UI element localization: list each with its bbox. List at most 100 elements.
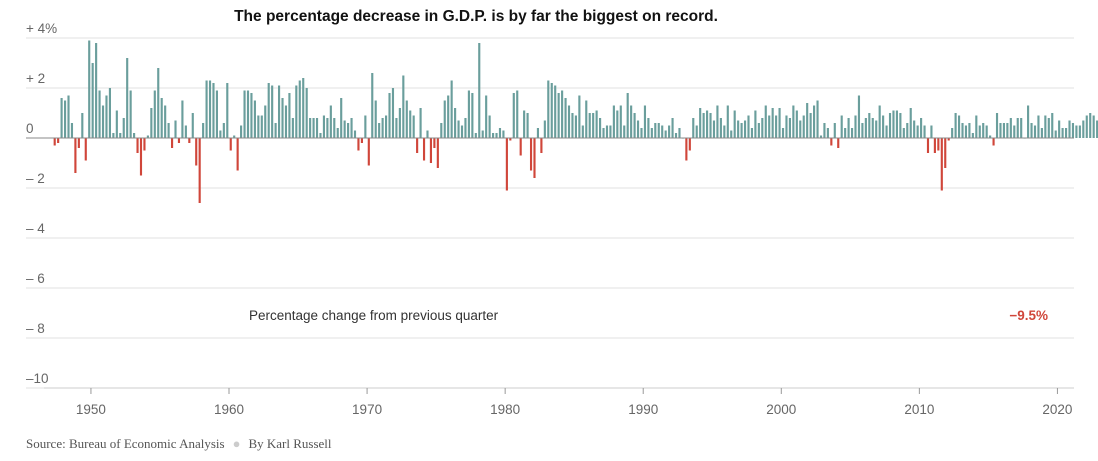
bar bbox=[1089, 113, 1092, 138]
bar bbox=[350, 118, 353, 138]
bar bbox=[343, 120, 346, 138]
bar bbox=[595, 110, 598, 138]
bar bbox=[636, 120, 640, 138]
bar bbox=[101, 105, 105, 138]
bar bbox=[913, 120, 916, 138]
bar bbox=[1033, 125, 1037, 138]
bar bbox=[436, 138, 439, 168]
bar bbox=[585, 100, 588, 138]
bar bbox=[95, 43, 98, 138]
bar bbox=[920, 118, 923, 138]
bar bbox=[654, 123, 657, 138]
bar bbox=[409, 110, 412, 138]
bar bbox=[699, 108, 702, 138]
bar bbox=[626, 93, 629, 138]
bar bbox=[236, 138, 239, 171]
x-tick-label: 1960 bbox=[214, 402, 244, 417]
bar bbox=[664, 130, 667, 138]
bar bbox=[529, 138, 533, 171]
bar bbox=[170, 138, 174, 148]
bar bbox=[826, 128, 829, 138]
bar bbox=[212, 83, 215, 138]
bar bbox=[971, 133, 974, 138]
bar bbox=[153, 90, 156, 138]
bar bbox=[84, 138, 87, 161]
bar bbox=[954, 113, 957, 138]
bar bbox=[222, 123, 225, 138]
bar bbox=[743, 120, 747, 138]
bar bbox=[768, 115, 771, 138]
bar bbox=[588, 113, 591, 138]
bar bbox=[440, 123, 443, 138]
bar bbox=[854, 115, 857, 138]
bar bbox=[888, 113, 892, 138]
bar bbox=[975, 115, 978, 138]
x-tick-label: 1970 bbox=[352, 402, 382, 417]
bar bbox=[719, 118, 722, 138]
bar bbox=[709, 113, 712, 138]
bar bbox=[443, 100, 446, 138]
bar bbox=[167, 123, 170, 138]
bar bbox=[692, 118, 695, 138]
gridlines bbox=[26, 37, 1074, 389]
bar bbox=[1061, 128, 1064, 138]
x-tick-label: 2010 bbox=[904, 402, 934, 417]
bar bbox=[964, 125, 968, 138]
bar bbox=[391, 88, 395, 138]
bar bbox=[1006, 123, 1009, 138]
bar bbox=[940, 138, 943, 191]
bar bbox=[712, 120, 716, 138]
bar bbox=[460, 125, 464, 138]
bar bbox=[191, 113, 194, 138]
bar bbox=[978, 125, 981, 138]
annotation-label: Percentage change from previous quarter bbox=[249, 308, 499, 323]
bar bbox=[581, 125, 584, 138]
bar bbox=[754, 110, 757, 138]
bar bbox=[315, 118, 319, 138]
bar bbox=[847, 118, 850, 138]
bar bbox=[592, 113, 595, 138]
bar bbox=[816, 100, 819, 138]
bar bbox=[605, 125, 609, 138]
bar bbox=[229, 138, 232, 151]
bar bbox=[177, 138, 181, 143]
bar bbox=[67, 95, 70, 138]
bar bbox=[374, 100, 377, 138]
bar bbox=[892, 110, 895, 138]
y-tick-label: – 8 bbox=[26, 321, 45, 336]
bar bbox=[233, 135, 236, 138]
bar bbox=[208, 80, 212, 138]
bar bbox=[861, 123, 864, 138]
bar bbox=[885, 125, 888, 138]
bar bbox=[730, 130, 733, 138]
bar bbox=[526, 113, 529, 138]
bar bbox=[750, 128, 754, 138]
bar bbox=[1047, 118, 1050, 138]
bar bbox=[329, 105, 332, 138]
x-axis: 1950 1960 1970 1980 1990 2000 2010 2020 bbox=[44, 387, 1074, 417]
bar bbox=[340, 98, 343, 138]
bar bbox=[495, 133, 498, 138]
bar bbox=[202, 123, 205, 138]
bar bbox=[291, 118, 294, 138]
bar bbox=[226, 83, 229, 138]
bar bbox=[609, 125, 612, 138]
bar bbox=[481, 130, 484, 138]
bar bbox=[105, 95, 108, 138]
bar bbox=[274, 123, 277, 138]
bar bbox=[906, 123, 909, 138]
bar bbox=[554, 85, 557, 138]
bar bbox=[60, 98, 63, 138]
bar bbox=[257, 115, 260, 138]
bar bbox=[623, 125, 626, 138]
bar bbox=[933, 138, 936, 153]
bar bbox=[250, 93, 253, 138]
bar bbox=[788, 118, 791, 138]
bar bbox=[108, 88, 111, 138]
bar bbox=[205, 80, 208, 138]
bar bbox=[830, 138, 833, 146]
bar bbox=[81, 113, 84, 138]
bar bbox=[488, 115, 491, 138]
bar bbox=[143, 138, 146, 151]
bar bbox=[533, 138, 536, 178]
